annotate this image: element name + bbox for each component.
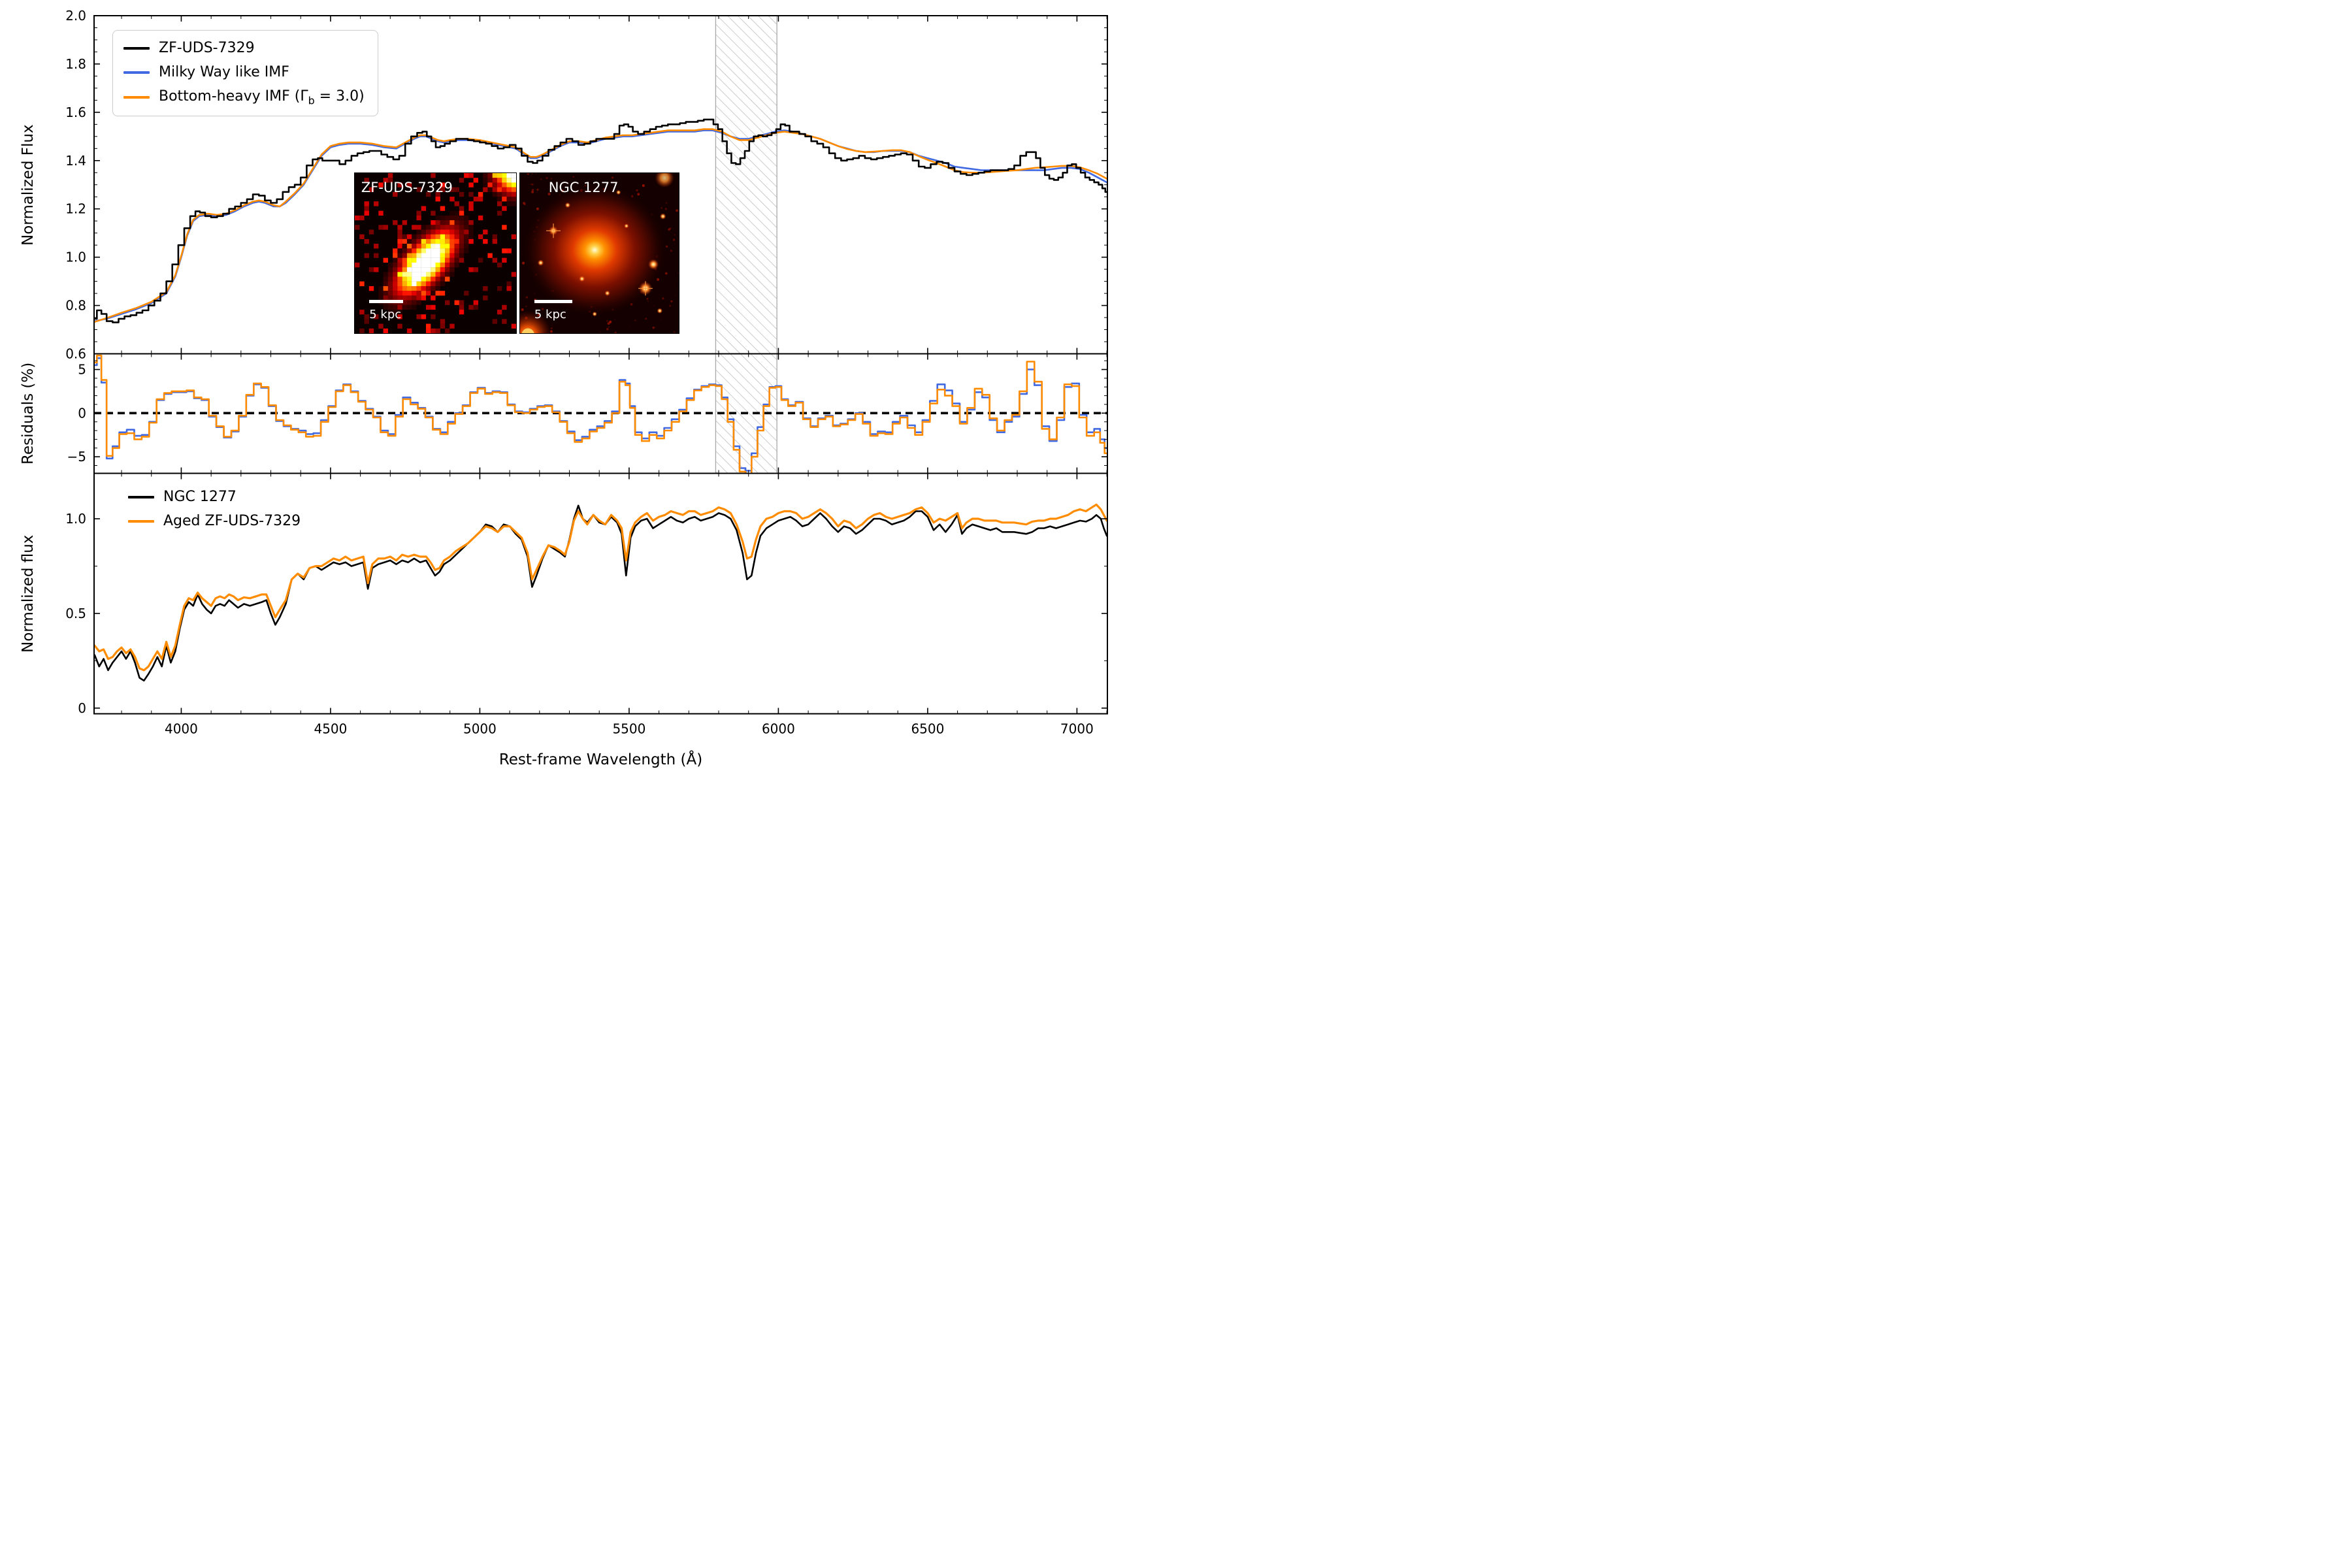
- milky-way-imf-line-swatch: [123, 71, 150, 74]
- figure: 2.0 1.8 1.6 1.4 1.2 1.0 0.8 0.6 5 0 −5 1.0 0.5 0 4000 4…: [0, 0, 1176, 784]
- scale-bar: [369, 299, 404, 303]
- residuals-y-axis-label: Residuals (%): [20, 362, 37, 465]
- bottom-y-axis-label: Normalized flux: [20, 534, 37, 653]
- x-tick-label: 6500: [911, 721, 944, 737]
- top-panel: [94, 16, 1107, 354]
- aged-zf-uds-7329-line-swatch: [128, 519, 154, 523]
- bottom-ticks: [94, 473, 1107, 714]
- inset-title-ngc: NGC 1277: [548, 179, 619, 195]
- legend-label: Bottom-heavy IMF (Γb = 3.0): [159, 88, 365, 106]
- residuals-y-tick-label: −5: [67, 449, 86, 465]
- top-y-tick-label: 1.0: [65, 250, 86, 265]
- x-axis-label: Rest-frame Wavelength (Å): [498, 751, 703, 768]
- bottom-y-tick-label: 0: [78, 700, 86, 716]
- top-y-tick-label: 1.4: [65, 153, 86, 169]
- legend-item-zf-uds-7329: ZF-UDS-7329: [123, 40, 365, 56]
- top-y-tick-label: 1.6: [65, 105, 86, 120]
- x-tick-label: 6000: [762, 721, 795, 737]
- inset-title-zf: ZF-UDS-7329: [361, 179, 453, 195]
- zf-uds-7329-galaxy-image: [355, 173, 516, 333]
- series-aged-zf-uds-7329: [94, 503, 1107, 672]
- legend-label-sub: b: [308, 94, 315, 107]
- top-y-tick-label: 2.0: [65, 8, 86, 24]
- legend-item-aged-zf-uds-7329: Aged ZF-UDS-7329: [128, 513, 301, 529]
- legend-label: ZF-UDS-7329: [159, 40, 255, 56]
- top-y-axis-label: Normalized Flux: [20, 123, 37, 246]
- x-tick-label: 4500: [314, 721, 347, 737]
- spectra-plot: 2.0 1.8 1.6 1.4 1.2 1.0 0.8 0.65 0 −5 1.0 0.5 0 4000 4…: [65, 8, 1108, 737]
- legend-item-bottom-heavy-imf: Bottom-heavy IMF (Γb = 3.0): [123, 88, 365, 106]
- legend-label-post: = 3.0): [314, 88, 365, 105]
- bottom-y-tick-label: 1.0: [65, 511, 86, 527]
- top-y-tick-label: 0.8: [65, 298, 86, 314]
- series-bottom-heavy-imf-residual: [94, 354, 1107, 474]
- x-tick-label: 7000: [1060, 721, 1094, 737]
- top-legend: ZF-UDS-7329 Milky Way like IMF Bottom-he…: [112, 30, 378, 117]
- x-tick-label: 4000: [165, 721, 198, 737]
- legend-label: Milky Way like IMF: [159, 64, 289, 80]
- ngc-1277-galaxy-image: [520, 173, 679, 333]
- legend-label: Aged ZF-UDS-7329: [163, 513, 301, 529]
- inset-image-zf-uds-7329: ZF-UDS-7329 5 kpc: [354, 172, 517, 334]
- legend-label-pre: Bottom-heavy IMF (Γ: [159, 88, 308, 105]
- x-tick-label: 5000: [463, 721, 497, 737]
- inset-image-ngc-1277: NGC 1277 5 kpc: [519, 172, 679, 334]
- series-zf-uds-7329: [94, 118, 1107, 323]
- series-ngc-1277: [94, 504, 1107, 682]
- legend-item-ngc-1277: NGC 1277: [128, 489, 301, 505]
- bottom-heavy-imf-line-swatch: [123, 96, 150, 99]
- scale-bar-label: 5 kpc: [534, 307, 566, 321]
- zf-uds-7329-line-swatch: [123, 46, 150, 50]
- ngc-1277-line-swatch: [128, 495, 154, 498]
- top-ticks: [94, 15, 1107, 355]
- residuals-y-tick-label: 5: [78, 362, 86, 378]
- bottom-y-tick-label: 0.5: [65, 606, 86, 621]
- top-y-tick-label: 1.2: [65, 201, 86, 217]
- legend-label: NGC 1277: [163, 489, 237, 505]
- bottom-frame: [93, 472, 1108, 715]
- masked-region-hatch: [715, 16, 777, 354]
- residuals-y-tick-label: 0: [78, 405, 86, 421]
- residuals-panel: [94, 353, 1107, 474]
- x-tick-label: 5500: [612, 721, 645, 737]
- scale-bar: [534, 299, 573, 303]
- legend-item-milky-way-imf: Milky Way like IMF: [123, 64, 365, 80]
- bottom-legend: NGC 1277 Aged ZF-UDS-7329: [128, 489, 301, 529]
- bottom-panel: [94, 503, 1107, 682]
- scale-bar-label: 5 kpc: [369, 307, 402, 321]
- top-y-tick-label: 1.8: [65, 56, 86, 72]
- top-y-tick-label: 0.6: [65, 346, 86, 362]
